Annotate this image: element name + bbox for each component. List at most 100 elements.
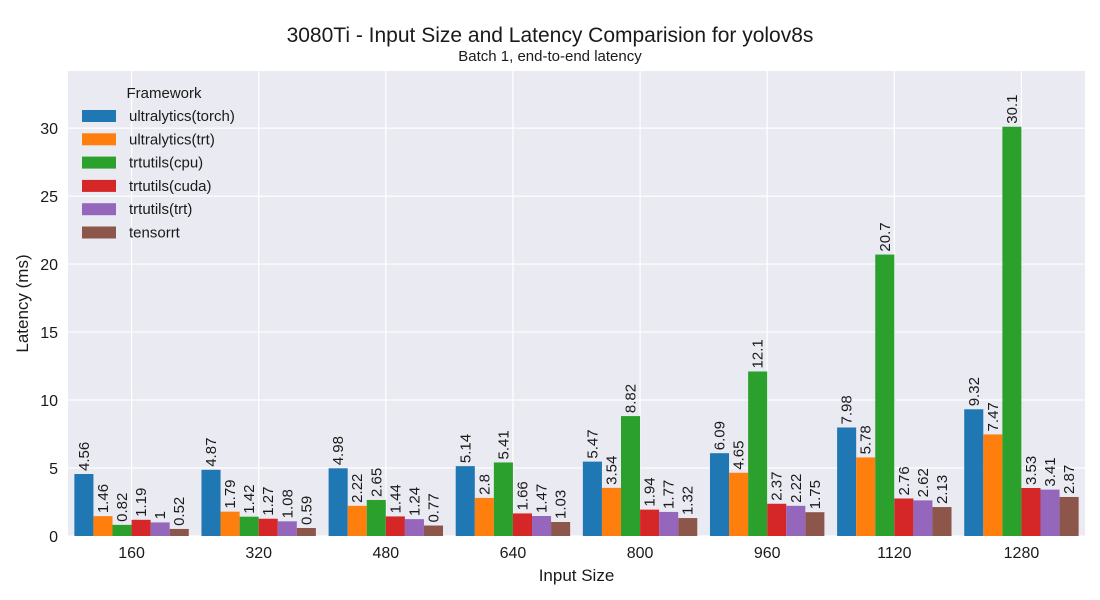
bar-value-label: 1.03 — [553, 490, 570, 519]
bar — [786, 505, 806, 536]
legend-item-label: trtutils(cuda) — [129, 178, 212, 195]
bar — [913, 500, 933, 536]
bar — [856, 457, 876, 536]
bar — [201, 469, 221, 536]
bar — [328, 468, 348, 536]
bar-value-label: 9.32 — [966, 377, 983, 406]
bar — [366, 499, 386, 536]
bar-value-label: 0.52 — [171, 497, 188, 526]
bar-value-label: 5.47 — [584, 429, 601, 458]
bar-value-label: 1.19 — [133, 488, 150, 517]
y-tick-label: 20 — [40, 257, 58, 274]
bar — [964, 409, 984, 536]
bar — [512, 513, 533, 536]
bar-value-label: 7.47 — [985, 402, 1002, 431]
bar — [347, 505, 367, 536]
bar — [404, 519, 424, 536]
legend-swatch — [82, 156, 116, 169]
bar — [239, 516, 259, 536]
bar — [932, 507, 952, 536]
bar-value-label: 2.37 — [769, 472, 786, 501]
bar — [1040, 489, 1060, 536]
y-tick-label: 5 — [49, 461, 58, 478]
x-axis-label: Input Size — [539, 566, 615, 585]
bar-value-label: 1.44 — [387, 484, 404, 513]
bar — [875, 254, 895, 537]
legend-swatch — [82, 179, 116, 192]
bar-value-label: 5.41 — [495, 430, 512, 459]
bar — [805, 512, 825, 536]
x-tick-label: 480 — [372, 545, 399, 562]
bar — [296, 527, 316, 536]
bar — [582, 461, 602, 536]
chart-title: 3080Ti - Input Size and Latency Comparis… — [286, 24, 814, 47]
legend-item-label: ultralytics(trt) — [129, 131, 215, 148]
bar-value-label: 5.14 — [457, 434, 474, 463]
bar — [258, 518, 278, 536]
x-tick-label: 640 — [500, 545, 527, 562]
bar-value-label: 1.24 — [406, 487, 423, 516]
bar-value-label: 1.32 — [680, 486, 697, 515]
x-tick-label: 960 — [754, 545, 781, 562]
bar — [93, 516, 113, 536]
bar-value-label: 2.8 — [476, 474, 493, 495]
bar-value-label: 30.1 — [1004, 95, 1021, 124]
bar — [767, 503, 787, 536]
bar-value-label: 12.1 — [750, 339, 767, 368]
bar — [709, 453, 730, 536]
bar-value-label: 3.54 — [603, 456, 620, 485]
bar — [169, 528, 189, 536]
bar — [493, 462, 513, 536]
bar — [551, 521, 571, 536]
bar — [220, 511, 240, 536]
bar-value-label: 2.87 — [1061, 465, 1078, 494]
bar-value-label: 2.65 — [368, 468, 385, 497]
bar-value-label: 1.47 — [534, 484, 551, 513]
y-tick-label: 15 — [40, 325, 58, 342]
bar-value-label: 2.13 — [934, 475, 951, 504]
plot-area — [68, 71, 1085, 536]
y-tick-label: 10 — [40, 393, 58, 410]
bar-value-label: 1.27 — [260, 487, 277, 516]
bar — [1021, 488, 1041, 536]
bar-value-label: 4.98 — [330, 436, 347, 465]
bar — [131, 519, 151, 536]
bar-value-label: 2.76 — [896, 466, 913, 495]
bar-value-label: 2.22 — [349, 474, 366, 503]
legend: Framework ultralytics(torch) ultralytics(… — [82, 85, 235, 242]
bar-value-label: 2.22 — [788, 474, 805, 503]
legend-title: Framework — [126, 85, 202, 102]
bar — [983, 434, 1003, 536]
bar-value-label: 0.77 — [425, 493, 442, 522]
legend-item-label: trtutils(cpu) — [129, 155, 203, 172]
legend-item-label: tensorrt — [129, 225, 181, 242]
legend-swatch — [82, 133, 116, 146]
bar-value-label: 5.78 — [858, 425, 875, 454]
bar-value-label: 1.77 — [661, 480, 678, 509]
x-tick-label: 1280 — [1004, 545, 1040, 562]
x-tick-label: 1120 — [877, 545, 912, 562]
bar — [423, 525, 444, 536]
bar — [640, 509, 660, 536]
bar-value-label: 1.79 — [222, 479, 239, 508]
bars-group: 4.561.46 0.82 1.19 1 0.524.871.79 1.42 1.27 1.0… — [74, 95, 1079, 537]
legend-item-label: ultralytics(torch) — [129, 108, 235, 125]
bar — [659, 511, 679, 536]
bar-value-label: 4.65 — [731, 441, 748, 470]
legend-swatch — [82, 226, 116, 239]
legend-swatch — [82, 203, 116, 216]
bar-value-label: 1.46 — [95, 484, 112, 513]
bar-value-label: 1.08 — [279, 489, 296, 518]
y-axis-ticks: 0 5 10 15 20 25 30 — [40, 121, 58, 546]
bar-value-label: 1.94 — [642, 477, 659, 506]
y-tick-label: 25 — [40, 189, 58, 206]
bar-value-label: 6.09 — [712, 421, 729, 450]
bar — [1059, 496, 1079, 536]
legend-item-label: trtutils(trt) — [129, 201, 192, 218]
bar — [729, 472, 749, 536]
chart-subtitle: Batch 1, end-to-end latency — [458, 48, 642, 65]
bar — [455, 466, 475, 536]
x-tick-label: 160 — [118, 545, 145, 562]
bar — [112, 524, 132, 536]
